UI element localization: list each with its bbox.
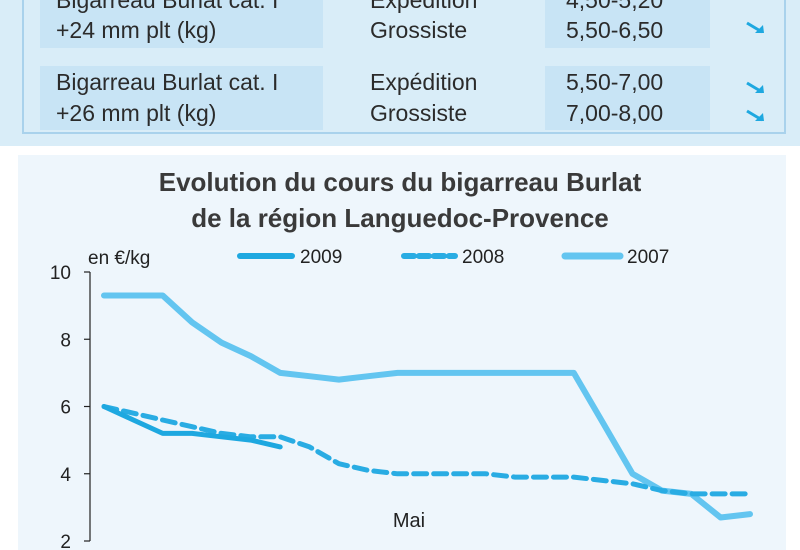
series-line-2008 (101, 404, 753, 497)
market-label: Grossiste (370, 100, 468, 126)
table-right-border (784, 0, 786, 134)
product-name: Bigarreau Burlat cat. I (56, 0, 279, 13)
y-tick-label: 8 (60, 330, 71, 351)
product-cell (40, 0, 323, 48)
y-axis-unit-label: en €/kg (88, 248, 150, 269)
x-axis-label: Mai (393, 510, 425, 532)
trend-down-arrow-icon (746, 109, 764, 122)
price-cell (545, 0, 710, 48)
price-cell (545, 66, 710, 130)
table-row: Bigarreau Burlat cat. I +26 mm plt (kg) … (40, 66, 785, 130)
price-range: 4,50-5,20 (566, 0, 664, 13)
price-range: 7,00-8,00 (566, 100, 664, 126)
y-tick-label: 10 (50, 263, 71, 284)
product-size: +24 mm plt (kg) (56, 17, 217, 43)
y-tick-label: 6 (60, 398, 71, 419)
chart-title-line-1: Evolution du cours du bigarreau Burlat (158, 167, 642, 197)
table-left-border (22, 0, 24, 134)
chart-panel (18, 155, 786, 550)
market-label: Expédition (370, 69, 478, 95)
market-label: Expédition (370, 0, 478, 13)
trend-down-arrow-icon (746, 81, 764, 94)
chart-title-line-2: de la région Languedoc-Provence (191, 203, 609, 233)
legend-label-2008: 2008 (462, 247, 504, 268)
y-tick-label: 4 (60, 465, 71, 486)
market-label: Grossiste (370, 17, 468, 43)
price-range: 5,50-7,00 (566, 69, 664, 95)
table-row: Bigarreau Burlat cat. I +24 mm plt (kg) … (40, 0, 785, 48)
legend-label-2009: 2009 (300, 247, 342, 268)
price-range: 5,50-6,50 (566, 17, 664, 43)
legend-label-2007: 2007 (627, 247, 669, 268)
trend-down-arrow-icon (746, 21, 764, 34)
product-size: +26 mm plt (kg) (56, 100, 217, 126)
series-line-2007 (101, 292, 753, 521)
table-bottom-border (22, 132, 786, 134)
price-table: Bigarreau Burlat cat. I +24 mm plt (kg) … (0, 0, 800, 146)
product-cell (40, 66, 323, 130)
series-line-2009 (101, 404, 283, 450)
y-tick-label: 2 (60, 532, 71, 550)
product-name: Bigarreau Burlat cat. I (56, 69, 279, 95)
